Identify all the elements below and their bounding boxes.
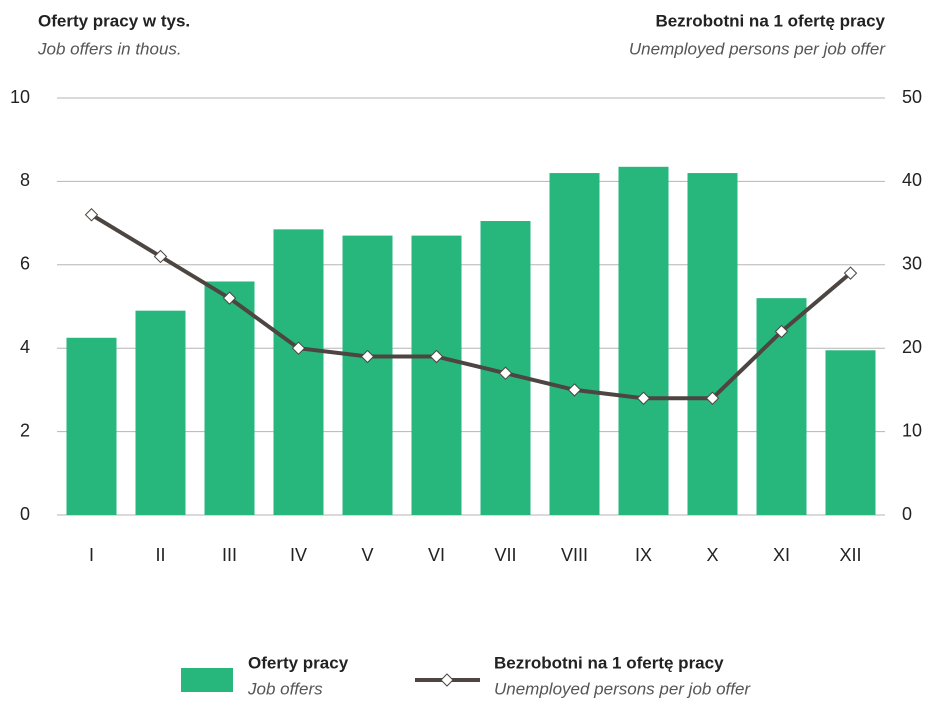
x-tick-label: I: [89, 545, 94, 565]
bar: [411, 235, 462, 516]
bar: [618, 166, 669, 515]
marker: [843, 266, 858, 280]
y-tick-label: 6: [20, 254, 30, 274]
x-tick-label: V: [361, 545, 373, 565]
y2-axis-subtitle: Unemployed persons per job offer: [629, 39, 886, 58]
marker: [636, 391, 651, 405]
y2-tick-label: 50: [902, 87, 922, 107]
bar: [135, 310, 186, 515]
y2-tick-label: 30: [902, 254, 922, 274]
y-tick-label: 4: [20, 337, 30, 357]
legend-label: Bezrobotni na 1 ofertę pracy: [494, 653, 724, 672]
marker: [705, 391, 720, 405]
y2-tick-label: 20: [902, 337, 922, 357]
y-tick-label: 2: [20, 420, 30, 440]
legend-marker: [440, 673, 454, 687]
marker: [567, 383, 582, 397]
bar: [204, 281, 255, 515]
legend-swatch: [181, 668, 233, 692]
marker: [429, 349, 444, 364]
x-tick-label: VII: [494, 545, 516, 565]
bar: [273, 229, 324, 516]
marker: [222, 291, 237, 305]
y2-tick-label: 0: [902, 504, 912, 524]
x-tick-label: IV: [290, 545, 307, 565]
x-tick-label: II: [155, 545, 165, 565]
marker: [498, 366, 513, 380]
legend-sublabel: Unemployed persons per job offer: [494, 679, 751, 698]
bar: [342, 235, 393, 516]
x-tick-label: X: [706, 545, 718, 565]
y-tick-label: 8: [20, 170, 30, 190]
x-tick-label: III: [222, 545, 237, 565]
y2-tick-label: 10: [902, 420, 922, 440]
x-tick-label: IX: [635, 545, 652, 565]
x-tick-label: XII: [839, 545, 861, 565]
legend-label: Oferty pracy: [248, 653, 349, 672]
marker: [360, 349, 375, 364]
bar: [66, 337, 117, 515]
marker: [84, 208, 99, 222]
y-tick-label: 10: [10, 87, 30, 107]
marker: [774, 324, 789, 339]
y2-tick-label: 40: [902, 170, 922, 190]
line: [90, 213, 852, 401]
bar: [549, 173, 600, 515]
marker: [291, 341, 306, 355]
legend-sublabel: Job offers: [247, 679, 323, 698]
x-tick-label: VI: [428, 545, 445, 565]
bar: [687, 173, 738, 515]
y2-axis-title: Bezrobotni na 1 ofertę pracy: [655, 11, 885, 30]
x-tick-label: XI: [773, 545, 790, 565]
x-tick-label: VIII: [561, 545, 588, 565]
y-axis-title: Oferty pracy w tys.: [38, 11, 190, 30]
bar: [825, 350, 876, 515]
marker: [153, 249, 168, 264]
y-axis-subtitle: Job offers in thous.: [37, 39, 182, 58]
y-tick-label: 0: [20, 504, 30, 524]
